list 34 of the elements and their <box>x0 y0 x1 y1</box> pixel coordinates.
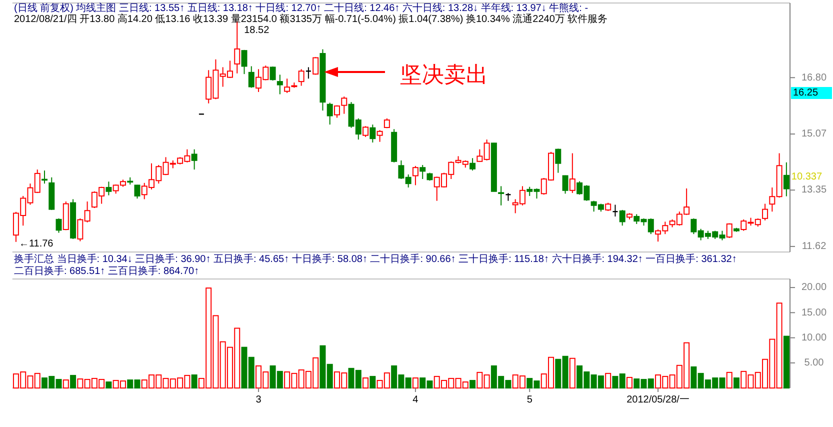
bar <box>605 372 612 388</box>
bar <box>470 380 476 388</box>
annotation: 坚决卖出 <box>400 62 488 87</box>
bar <box>62 379 69 388</box>
bar <box>783 336 790 388</box>
y-tick-label: 20.00 <box>801 282 827 294</box>
y-tick-label: 11.62 <box>802 241 827 252</box>
bar <box>370 376 376 388</box>
bar <box>412 377 418 388</box>
annotation: ←11.76 <box>18 238 54 250</box>
annotation: 18.52 <box>244 25 270 36</box>
y-tick-label: 5.00 <box>804 358 824 369</box>
x-tick-label: 3 <box>256 394 262 406</box>
x-tick-label: 2012/05/28/一 <box>626 394 690 406</box>
bar <box>362 377 369 388</box>
bar <box>70 374 76 388</box>
y-tick-label: 15.07 <box>801 128 827 140</box>
y-tick-label: 16.80 <box>801 72 827 84</box>
bar <box>626 376 632 388</box>
annotation: (日线 前复权) 均线主图 三日线: 13.55↑ 五日线: 13.18↑ 十日线: 12.70↑ 二十日线: 12.46↑ 六十日线: 13.28↓ 半年线: 13.97↓ 牛熊线: - <box>14 2 588 14</box>
bar <box>726 372 732 388</box>
bar <box>106 381 112 388</box>
y-tick-label: 13.35 <box>801 184 827 196</box>
y-tick-label: 15.00 <box>801 307 827 318</box>
bar <box>191 374 198 388</box>
text: 10.337 <box>791 171 822 182</box>
annotation: 2012/08/21/四 开13.80 高14.20 低13.16 收13.39 量23154.0 额3135万 幅-0.71(-5.04%) 振1.04(7.38%) 换10.34% 流通2240万 软件服务 <box>14 13 608 25</box>
bar <box>569 358 576 388</box>
x-tick-label: 5 <box>526 394 533 406</box>
y-tick-label: 10.00 <box>801 332 827 344</box>
text: 16.25 <box>793 88 818 99</box>
text: 换手汇总 当日换手: 10.34↓ 三日换手: 36.90↑ 五日换手: 45.65↑ 十日换手: 58.08↑ 二十日换手: 90.66↑ 三十日换手: 115.18↑ 六十日换手: 194.32↑ 一百日换手: 361.32↑ 二百日换手: 685.51↑ 三百日换手: 864.70↑ <box>14 253 737 277</box>
x-tick-label: 4 <box>412 394 419 406</box>
bar <box>734 377 740 388</box>
